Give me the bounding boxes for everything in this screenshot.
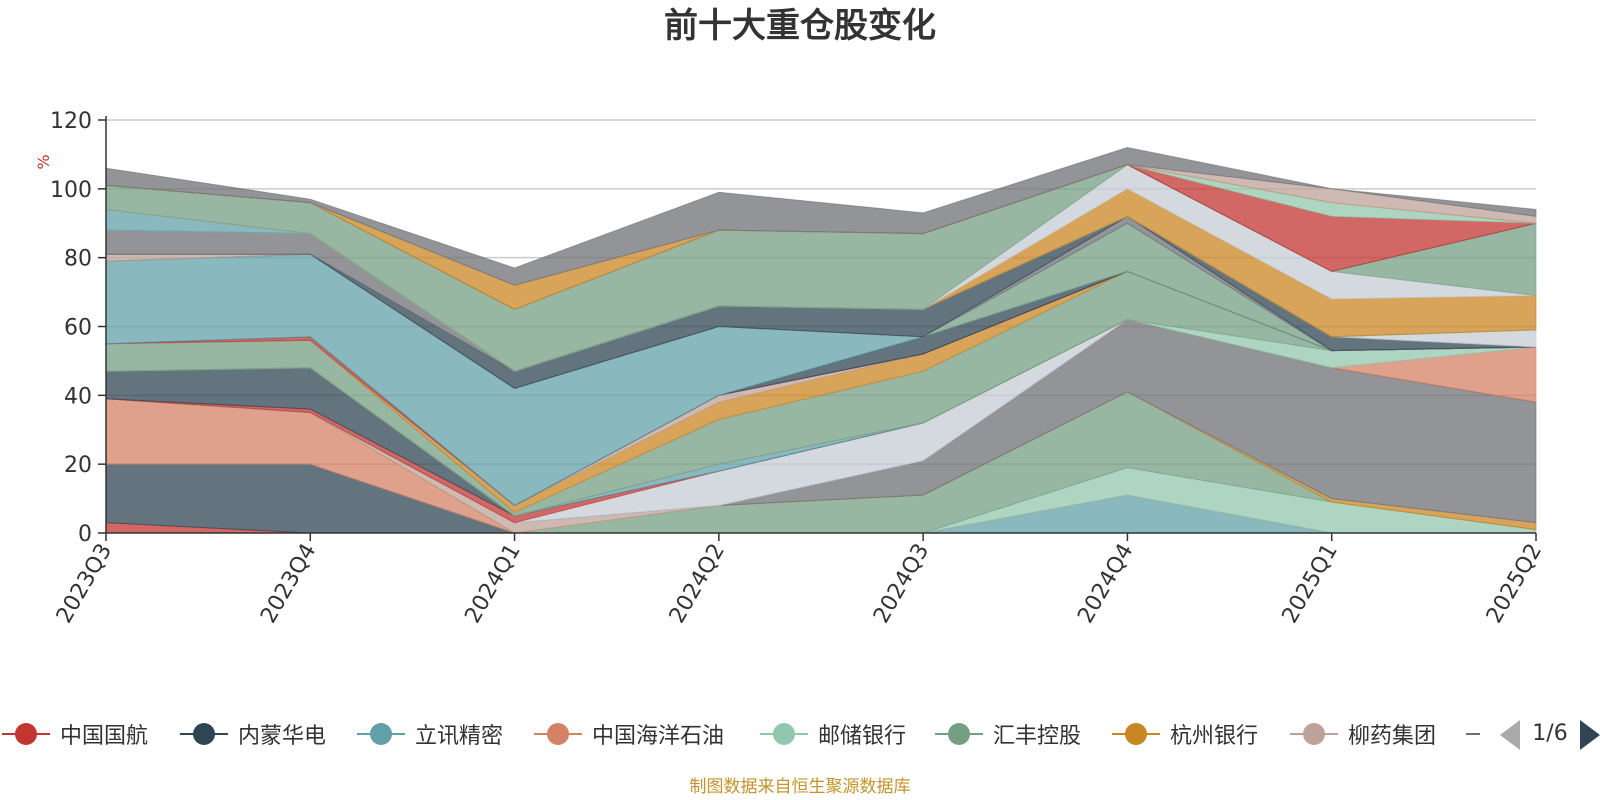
y-axis-label: %	[34, 154, 53, 169]
x-tick-label: 2024Q2	[665, 540, 730, 628]
y-tick-label: 120	[50, 109, 92, 134]
legend-next-page-icon[interactable]	[1580, 720, 1600, 750]
legend-item[interactable]: 柳药集团	[1290, 716, 1436, 752]
x-tick-label: 2024Q4	[1073, 540, 1138, 628]
x-tick-label: 2025Q2	[1482, 540, 1547, 628]
legend-prev-page-icon[interactable]	[1500, 720, 1520, 750]
legend-marker-dot	[547, 723, 569, 745]
legend-marker-icon	[1290, 716, 1338, 752]
legend-item[interactable]: 立讯精密	[357, 716, 503, 752]
legend-marker-icon	[935, 716, 983, 752]
legend-item[interactable]: 内蒙华电	[180, 716, 326, 752]
legend-marker-dot	[370, 723, 392, 745]
legend-marker-dot	[15, 723, 37, 745]
y-tick-label: 60	[64, 316, 92, 341]
chart-title: 前十大重仓股变化	[664, 6, 936, 46]
legend-marker-dot	[1125, 723, 1147, 745]
legend-item[interactable]: 中国海洋石油	[534, 716, 724, 752]
legend-item-clipped	[1466, 716, 1480, 752]
source-note: 制图数据来自恒生聚源数据库	[689, 777, 911, 797]
legend-item[interactable]: 中国国航	[2, 716, 148, 752]
legend-marker-dot	[193, 723, 215, 745]
legend-marker-icon	[357, 716, 405, 752]
x-tick-label: 2024Q3	[869, 540, 934, 628]
legend-label: 立讯精密	[415, 724, 504, 749]
legend-marker-line	[1466, 733, 1480, 735]
legend-marker-icon	[760, 716, 808, 752]
legend-marker-icon	[180, 716, 228, 752]
y-tick-label: 40	[64, 384, 92, 409]
legend-marker-icon	[534, 716, 582, 752]
legend-label: 邮储银行	[818, 724, 907, 749]
legend-marker-dot	[948, 723, 970, 745]
legend-label: 中国海洋石油	[592, 724, 725, 749]
legend-marker-icon	[2, 716, 50, 752]
legend-item[interactable]: 邮储银行	[760, 716, 906, 752]
legend-marker-dot	[1303, 723, 1325, 745]
x-tick-label: 2025Q1	[1278, 540, 1343, 628]
legend-label: 杭州银行	[1170, 724, 1259, 749]
y-tick-label: 0	[78, 522, 92, 547]
legend-label: 中国国航	[60, 724, 149, 749]
legend-label: 内蒙华电	[238, 724, 327, 749]
legend-item[interactable]: 汇丰控股	[935, 716, 1081, 752]
x-tick-label: 2023Q4	[256, 540, 321, 628]
legend-page-indicator: 1/6	[1532, 721, 1568, 746]
legend: 中国国航 内蒙华电 立讯精密 中国海洋石油 邮储银行 汇丰控股 杭州银行 柳药集团	[0, 716, 1600, 752]
stacked-area-chart: 0 20 40 60 80 100 120% 2023Q3 2023Q4 2024Q1 2024Q2…	[34, 109, 1547, 628]
legend-marker-dot	[773, 723, 795, 745]
legend-marker-icon	[1112, 716, 1160, 752]
legend-item[interactable]: 杭州银行	[1112, 716, 1258, 752]
legend-label: 汇丰控股	[993, 724, 1082, 749]
y-tick-label: 80	[64, 247, 92, 272]
x-tick-label: 2024Q1	[460, 540, 525, 628]
y-tick-label: 20	[64, 453, 92, 478]
y-tick-label: 100	[50, 178, 92, 203]
x-tick-label: 2023Q3	[52, 540, 117, 628]
area-series-38	[105, 146, 1537, 286]
legend-label: 柳药集团	[1348, 724, 1437, 749]
